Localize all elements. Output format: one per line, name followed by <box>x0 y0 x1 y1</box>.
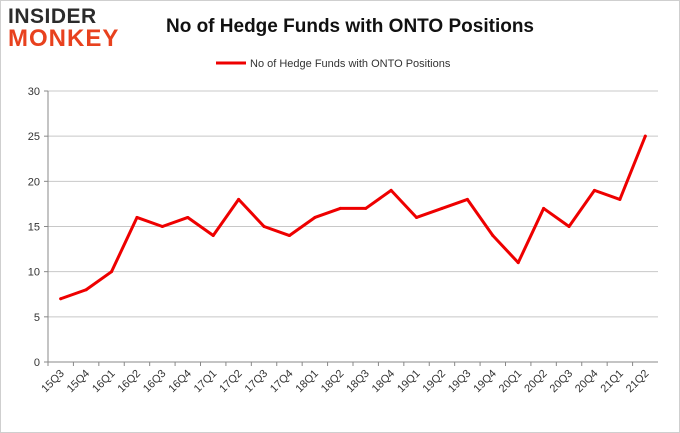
legend: No of Hedge Funds with ONTO Positions <box>216 58 451 70</box>
data-point <box>567 225 571 228</box>
data-point <box>287 234 291 238</box>
data-point <box>135 215 139 219</box>
chart-title: No of Hedge Funds with ONTO Positions <box>165 16 535 37</box>
x-tick-label: 17Q4 <box>268 368 296 396</box>
x-tick-label: 17Q2 <box>217 368 245 396</box>
data-point <box>160 225 164 228</box>
data-point <box>313 215 317 219</box>
x-tick-label: 19Q1 <box>395 368 423 396</box>
x-tick-label: 18Q2 <box>319 368 347 396</box>
y-tick-label: 0 <box>34 357 40 369</box>
x-tick-label: 18Q3 <box>344 368 372 396</box>
data-point <box>84 288 88 292</box>
data-point <box>237 197 241 201</box>
data-point <box>542 206 546 210</box>
data-point <box>592 188 596 192</box>
x-tick-label: 16Q3 <box>141 368 169 396</box>
x-tick-label: 15Q4 <box>65 368 93 396</box>
x-tick-label: 15Q3 <box>39 368 67 396</box>
data-point <box>643 134 647 138</box>
y-tick-label: 10 <box>28 267 40 279</box>
data-point <box>364 206 368 210</box>
y-tick-label: 20 <box>28 176 40 188</box>
x-tick-label: 18Q1 <box>293 368 321 396</box>
data-point <box>110 270 114 274</box>
legend-label: No of Hedge Funds with ONTO Positions <box>250 58 451 70</box>
y-tick-labels: 0 5 10 15 20 25 30 <box>28 86 48 369</box>
x-tick-label: 19Q3 <box>446 368 474 396</box>
y-tick-label: 30 <box>28 86 40 98</box>
x-tick-label: 17Q1 <box>192 368 220 396</box>
x-tick-label: 19Q2 <box>421 368 449 396</box>
data-point <box>440 206 444 210</box>
data-point <box>491 234 495 238</box>
series-line <box>59 134 647 301</box>
x-tick-label: 20Q2 <box>522 368 550 396</box>
y-tick-label: 5 <box>34 312 40 324</box>
data-point <box>465 197 469 201</box>
x-tick-labels: 15Q315Q416Q116Q216Q316Q417Q117Q217Q317Q4… <box>39 362 651 395</box>
logo-line2: MONKEY <box>8 25 120 52</box>
data-point <box>415 215 419 219</box>
data-point <box>338 206 342 210</box>
x-tick-label: 17Q3 <box>243 368 271 396</box>
x-tick-label: 20Q3 <box>548 368 576 396</box>
x-tick-label: 21Q1 <box>598 368 626 396</box>
data-point <box>516 261 520 265</box>
logo-line1: INSIDER <box>8 5 97 28</box>
insider-monkey-logo: INSIDER MONKEY <box>8 6 128 54</box>
x-tick-label: 20Q1 <box>497 368 525 396</box>
x-tick-label: 19Q4 <box>471 368 499 396</box>
data-point <box>211 234 215 238</box>
x-tick-label: 18Q4 <box>370 368 398 396</box>
data-point <box>389 188 393 192</box>
data-point <box>186 215 190 219</box>
y-tick-label: 25 <box>28 131 40 143</box>
y-tick-label: 15 <box>28 222 40 234</box>
x-tick-label: 16Q2 <box>116 368 144 396</box>
x-tick-label: 21Q2 <box>624 368 652 396</box>
x-tick-label: 20Q4 <box>573 368 601 396</box>
data-point <box>262 225 266 228</box>
data-point <box>59 297 63 301</box>
x-tick-label: 16Q1 <box>90 368 118 396</box>
data-point <box>618 197 622 201</box>
series-layer <box>59 134 647 301</box>
x-tick-label: 16Q4 <box>166 368 194 396</box>
